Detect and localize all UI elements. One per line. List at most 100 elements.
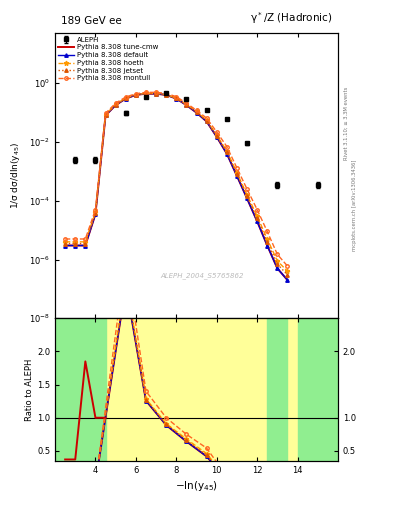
Pythia 8.308 hoeth [214, 132, 219, 138]
Pythia 8.308 jetset [184, 102, 189, 108]
Bar [106, 318, 146, 461]
Bar [298, 318, 338, 461]
X-axis label: $-\ln(y_{45})$: $-\ln(y_{45})$ [175, 479, 218, 493]
Pythia 8.308 montull [164, 90, 169, 96]
Pythia 8.308 tune-cmw [134, 92, 138, 98]
Pythia 8.308 hoeth [73, 239, 77, 245]
Pythia 8.308 montull [245, 186, 250, 192]
Pythia 8.308 default [73, 243, 77, 249]
Pythia 8.308 default [83, 243, 88, 249]
Text: mcplots.cern.ch [arXiv:1306.3436]: mcplots.cern.ch [arXiv:1306.3436] [352, 159, 357, 250]
Pythia 8.308 hoeth [63, 239, 68, 245]
Pythia 8.308 jetset [164, 92, 169, 98]
Pythia 8.308 jetset [154, 91, 158, 97]
Pythia 8.308 default [204, 118, 209, 124]
Pythia 8.308 montull [134, 91, 138, 97]
Bar [287, 318, 298, 461]
Pythia 8.308 hoeth [123, 95, 128, 101]
Pythia 8.308 jetset [174, 95, 179, 101]
Pythia 8.308 montull [174, 94, 179, 100]
Pythia 8.308 montull [194, 107, 199, 113]
Text: Rivet 3.1.10; ≥ 3.3M events: Rivet 3.1.10; ≥ 3.3M events [344, 86, 349, 160]
Y-axis label: Ratio to ALEPH: Ratio to ALEPH [25, 358, 34, 421]
Pythia 8.308 default [93, 211, 98, 217]
Bar [267, 318, 287, 461]
Pythia 8.308 jetset [285, 272, 290, 278]
Pythia 8.308 tune-cmw [143, 91, 148, 97]
Pythia 8.308 tune-cmw [93, 211, 98, 217]
Pythia 8.308 montull [235, 165, 239, 171]
Bar [196, 318, 267, 461]
Pythia 8.308 jetset [224, 149, 229, 155]
Text: 189 GeV ee: 189 GeV ee [61, 16, 121, 26]
Pythia 8.308 montull [265, 228, 270, 234]
Pythia 8.308 montull [154, 89, 158, 95]
Pythia 8.308 montull [93, 206, 98, 212]
Pythia 8.308 hoeth [174, 95, 179, 101]
Pythia 8.308 montull [143, 89, 148, 95]
Pythia 8.308 tune-cmw [235, 173, 239, 179]
Pythia 8.308 jetset [245, 194, 250, 200]
Pythia 8.308 jetset [235, 171, 239, 177]
Pythia 8.308 montull [63, 236, 68, 242]
Pythia 8.308 default [235, 173, 239, 179]
Y-axis label: $1/\sigma\;d\sigma/dln(y_{45})$: $1/\sigma\;d\sigma/dln(y_{45})$ [9, 142, 22, 209]
Pythia 8.308 montull [285, 263, 290, 269]
Pythia 8.308 jetset [255, 216, 259, 222]
Pythia 8.308 jetset [214, 133, 219, 139]
Pythia 8.308 montull [224, 143, 229, 150]
Pythia 8.308 default [143, 91, 148, 97]
Pythia 8.308 montull [113, 100, 118, 106]
Pythia 8.308 tune-cmw [83, 243, 88, 249]
Pythia 8.308 tune-cmw [73, 243, 77, 249]
Pythia 8.308 hoeth [184, 101, 189, 108]
Pythia 8.308 jetset [103, 112, 108, 118]
Pythia 8.308 tune-cmw [275, 265, 280, 271]
Pythia 8.308 montull [103, 110, 108, 116]
Pythia 8.308 tune-cmw [174, 96, 179, 102]
Pythia 8.308 montull [275, 251, 280, 258]
Pythia 8.308 default [265, 243, 270, 249]
Pythia 8.308 tune-cmw [224, 151, 229, 157]
Pythia 8.308 default [255, 218, 259, 224]
Pythia 8.308 tune-cmw [63, 243, 68, 249]
Pythia 8.308 tune-cmw [123, 96, 128, 102]
Pythia 8.308 tune-cmw [184, 102, 189, 108]
Pythia 8.308 tune-cmw [265, 243, 270, 249]
Pythia 8.308 default [164, 92, 169, 98]
Pythia 8.308 jetset [275, 261, 280, 267]
Pythia 8.308 jetset [73, 241, 77, 247]
Pythia 8.308 jetset [204, 118, 209, 124]
Pythia 8.308 tune-cmw [245, 196, 250, 202]
Pythia 8.308 hoeth [275, 258, 280, 264]
Pythia 8.308 montull [255, 206, 259, 212]
Pythia 8.308 default [123, 96, 128, 102]
Pythia 8.308 jetset [113, 102, 118, 108]
Line: Pythia 8.308 hoeth: Pythia 8.308 hoeth [63, 91, 290, 273]
Text: ALEPH_2004_S5765862: ALEPH_2004_S5765862 [160, 272, 244, 279]
Pythia 8.308 tune-cmw [103, 113, 108, 119]
Pythia 8.308 hoeth [134, 92, 138, 98]
Pythia 8.308 hoeth [255, 213, 259, 219]
Pythia 8.308 hoeth [143, 90, 148, 96]
Line: Pythia 8.308 jetset: Pythia 8.308 jetset [63, 92, 289, 276]
Pythia 8.308 tune-cmw [204, 118, 209, 124]
Pythia 8.308 default [285, 277, 290, 283]
Pythia 8.308 jetset [83, 241, 88, 247]
Pythia 8.308 jetset [265, 239, 270, 245]
Pythia 8.308 default [63, 243, 68, 249]
Pythia 8.308 default [275, 265, 280, 271]
Pythia 8.308 jetset [63, 241, 68, 247]
Bar [55, 318, 106, 461]
Pythia 8.308 hoeth [113, 101, 118, 108]
Pythia 8.308 jetset [93, 210, 98, 216]
Pythia 8.308 montull [83, 236, 88, 242]
Pythia 8.308 default [214, 134, 219, 140]
Pythia 8.308 tune-cmw [285, 277, 290, 283]
Pythia 8.308 tune-cmw [113, 102, 118, 108]
Pythia 8.308 hoeth [103, 112, 108, 118]
Pythia 8.308 default [184, 102, 189, 108]
Pythia 8.308 tune-cmw [194, 110, 199, 116]
Pythia 8.308 hoeth [204, 117, 209, 123]
Pythia 8.308 montull [214, 129, 219, 135]
